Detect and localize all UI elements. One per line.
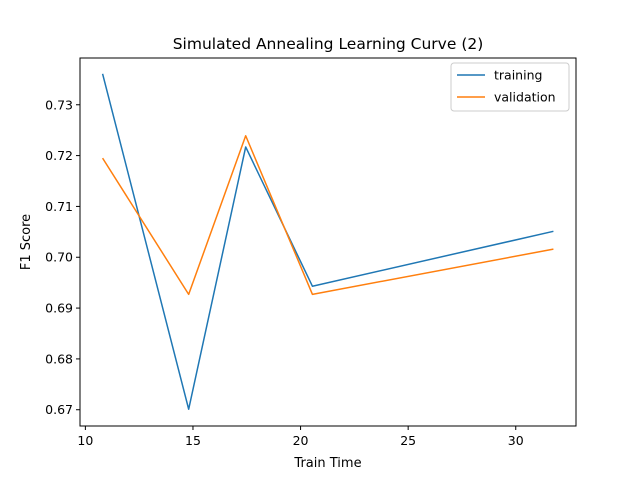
y-tick-label: 0.67	[45, 402, 73, 417]
y-tick-label: 0.73	[45, 97, 73, 112]
legend-label-validation: validation	[494, 90, 556, 105]
x-axis-label: Train Time	[293, 456, 361, 471]
y-tick-label: 0.69	[45, 301, 73, 316]
plot-frame	[79, 57, 577, 427]
x-tick-label: 20	[293, 433, 309, 448]
x-tick-label: 10	[77, 433, 93, 448]
legend: training validation	[450, 62, 570, 112]
x-tick-label: 15	[185, 433, 201, 448]
y-tick-label: 0.70	[45, 250, 73, 265]
axis-ticks: 10 15 20 25 30 0.67 0.68 0.69 0.70 0.71 0.72 0.73	[45, 97, 524, 448]
y-axis-label: F1 Score	[19, 214, 34, 270]
legend-label-training: training	[494, 68, 542, 83]
chart-title: Simulated Annealing Learning Curve (2)	[173, 35, 484, 53]
series-line-training	[101, 73, 554, 410]
plot-area	[101, 73, 554, 410]
y-tick-label: 0.68	[45, 351, 73, 366]
x-tick-label: 25	[400, 433, 416, 448]
y-tick-label: 0.71	[45, 199, 73, 214]
series-line-validation	[101, 135, 554, 296]
y-tick-label: 0.72	[45, 148, 73, 163]
x-tick-label: 30	[508, 433, 524, 448]
